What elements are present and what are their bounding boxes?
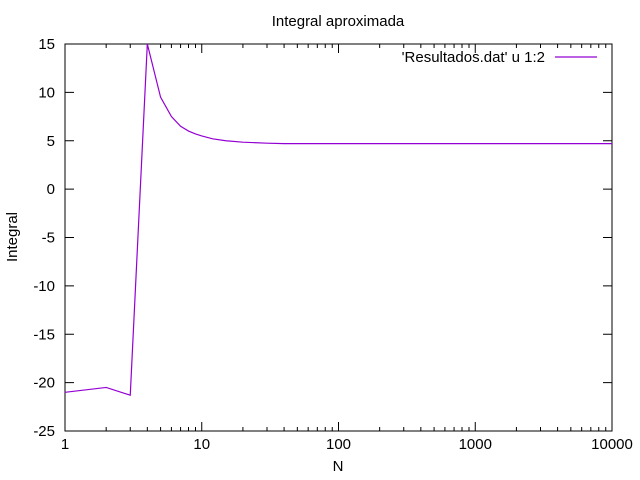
x-axis-ticks: 1 10 100 1000 10000 (61, 44, 633, 453)
legend: 'Resultados.dat' u 1:2 (402, 49, 597, 66)
x-tick-label: 1 (61, 436, 69, 453)
x-tick-label: 1000 (459, 436, 492, 453)
y-tick-label: 5 (47, 133, 55, 150)
y-tick-label: 15 (38, 36, 55, 53)
x-tick-label: 10 (193, 436, 210, 453)
chart-title: Integral aproximada (272, 13, 405, 30)
x-axis-label: N (333, 458, 344, 475)
series-layer (64, 43, 612, 397)
y-tick-label: -10 (33, 278, 55, 295)
legend-label: 'Resultados.dat' u 1:2 (402, 49, 545, 66)
y-tick-label: 10 (38, 84, 55, 101)
y-tick-label: -20 (33, 375, 55, 392)
y-tick-label: -15 (33, 326, 55, 343)
y-axis-ticks: -25 -20 -15 -10 -5 0 5 10 15 (33, 36, 612, 440)
y-tick-label: 0 (47, 181, 55, 198)
x-tick-label: 10000 (591, 436, 633, 453)
series-line (64, 43, 612, 397)
y-tick-label: -25 (33, 423, 55, 440)
y-tick-label: -5 (42, 230, 55, 247)
plot-frame (64, 43, 613, 432)
y-axis-label: Integral (4, 212, 21, 262)
x-tick-label: 100 (326, 436, 351, 453)
